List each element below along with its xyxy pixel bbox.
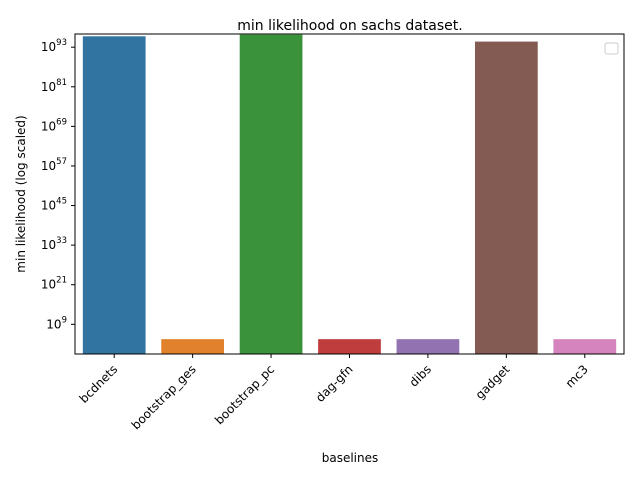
y-tick-label: 1069: [41, 117, 67, 133]
legend-box: [604, 42, 619, 55]
bar-gadget: [474, 41, 538, 355]
bar-dibs: [396, 339, 460, 354]
x-tick-label: dag-gfn: [313, 362, 356, 405]
y-tick-label: 1033: [41, 236, 67, 252]
y-tick-label: 1021: [41, 276, 67, 292]
x-tick-label: bcdnets: [77, 362, 121, 406]
plot-frame: [74, 33, 625, 355]
x-tick-label: bootstrap_ges: [129, 362, 199, 432]
y-tick-label: 1057: [41, 157, 67, 173]
x-tick-label: bootstrap_pc: [212, 362, 277, 427]
y-tick-label: 1045: [41, 197, 67, 213]
y-ticks-group: 109 1021 1033 1045 1057 1069 1081 1093: [41, 38, 75, 331]
bars-group: [82, 34, 617, 355]
y-tick-label: 1081: [41, 78, 67, 94]
bar-dag-gfn: [318, 339, 381, 354]
x-ticks-group: bcdnets bootstrap_ges bootstrap_pc dag-gfn d…: [77, 354, 591, 432]
x-tick-label: gadget: [473, 362, 513, 402]
x-tick-label: dibs: [407, 362, 434, 389]
y-tick-label: 1093: [41, 38, 67, 54]
bar-mc3: [553, 339, 617, 354]
y-axis-label: min likelihood (log scaled): [14, 115, 28, 272]
bar-bootstrap_ges: [161, 339, 225, 354]
bar-bcdnets: [82, 36, 146, 355]
y-tick-label: 109: [46, 315, 67, 331]
chart-title: min likelihood on sachs dataset.: [237, 18, 462, 34]
x-axis-label: baselines: [322, 451, 379, 465]
x-tick-label: mc3: [563, 362, 591, 390]
bar-bootstrap_pc: [239, 34, 303, 355]
